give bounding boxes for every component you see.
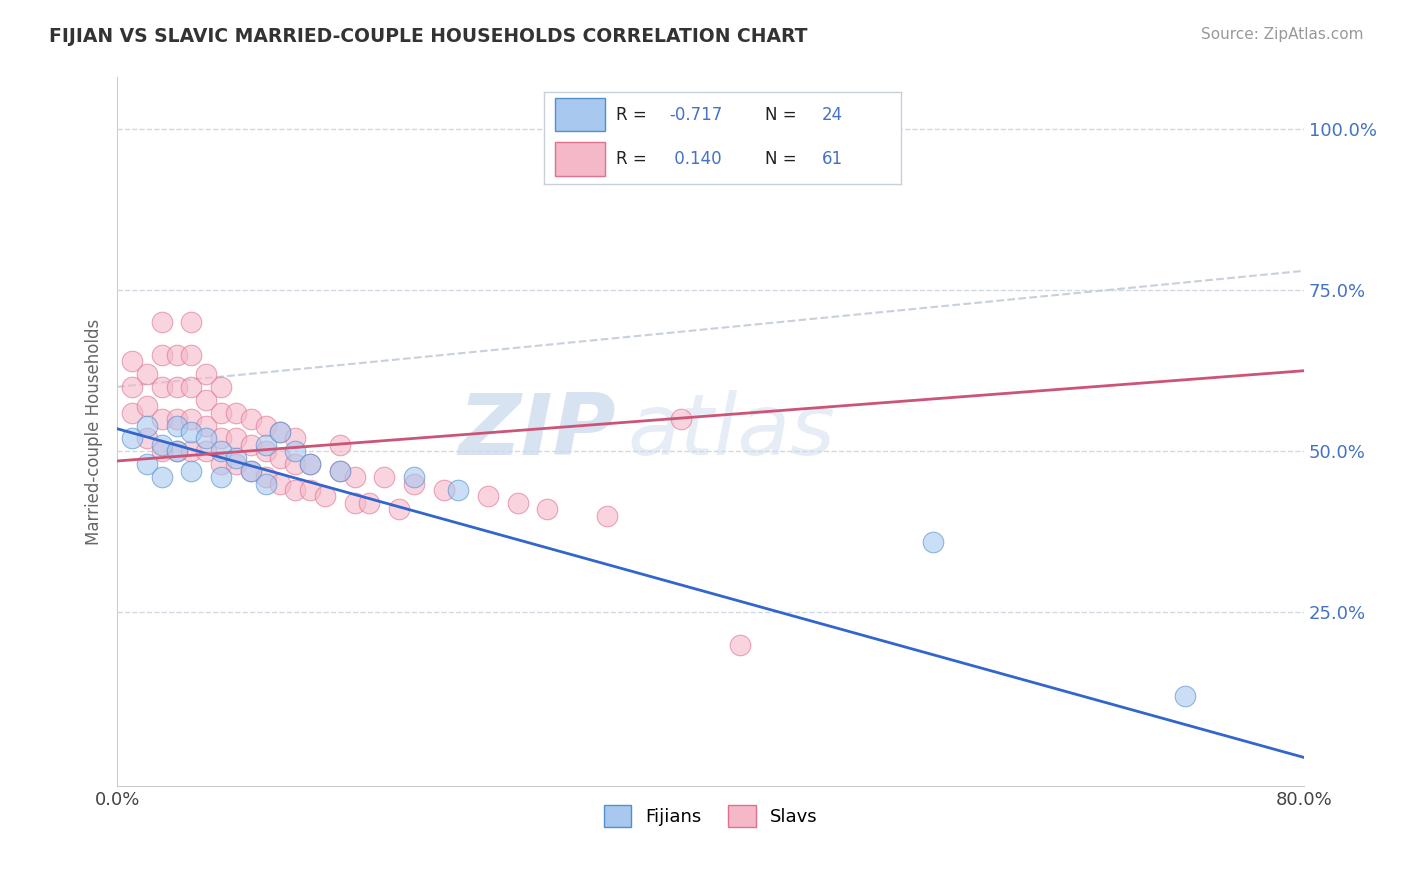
Point	[209, 406, 232, 420]
Point	[209, 470, 232, 484]
Point	[329, 438, 352, 452]
Point	[180, 412, 202, 426]
Point	[239, 412, 262, 426]
Point	[239, 464, 262, 478]
Point	[180, 444, 202, 458]
Point	[121, 354, 143, 368]
Point	[166, 348, 188, 362]
Point	[284, 431, 307, 445]
Point	[239, 438, 262, 452]
Point	[121, 406, 143, 420]
Point	[150, 412, 173, 426]
Point	[596, 508, 619, 523]
Point	[536, 502, 558, 516]
Point	[284, 444, 307, 458]
Point	[195, 431, 218, 445]
Point	[269, 450, 291, 465]
Point	[135, 431, 157, 445]
Point	[209, 444, 232, 458]
Point	[432, 483, 454, 497]
Point	[284, 483, 307, 497]
Point	[254, 444, 277, 458]
Point	[388, 502, 411, 516]
Point	[121, 380, 143, 394]
Point	[209, 431, 232, 445]
Point	[135, 367, 157, 381]
Point	[254, 418, 277, 433]
Point	[121, 431, 143, 445]
Point	[359, 496, 381, 510]
Text: ZIP: ZIP	[458, 391, 616, 474]
Point	[195, 418, 218, 433]
Point	[329, 464, 352, 478]
Point	[195, 444, 218, 458]
Point	[225, 450, 247, 465]
Point	[402, 476, 425, 491]
Point	[402, 470, 425, 484]
Point	[180, 348, 202, 362]
Point	[209, 457, 232, 471]
Point	[314, 490, 336, 504]
Point	[195, 367, 218, 381]
Point	[254, 470, 277, 484]
Point	[506, 496, 529, 510]
Point	[166, 412, 188, 426]
Point	[373, 470, 395, 484]
Point	[150, 348, 173, 362]
Point	[299, 483, 322, 497]
Point	[180, 315, 202, 329]
Point	[166, 418, 188, 433]
Point	[477, 490, 499, 504]
Point	[195, 392, 218, 407]
Point	[269, 425, 291, 439]
Y-axis label: Married-couple Households: Married-couple Households	[86, 318, 103, 545]
Point	[239, 464, 262, 478]
Text: atlas: atlas	[627, 391, 835, 474]
Point	[150, 470, 173, 484]
Point	[150, 438, 173, 452]
Point	[254, 476, 277, 491]
Point	[343, 496, 366, 510]
Point	[225, 406, 247, 420]
Point	[447, 483, 470, 497]
Point	[269, 476, 291, 491]
Point	[299, 457, 322, 471]
Point	[166, 444, 188, 458]
Point	[180, 464, 202, 478]
Point	[150, 315, 173, 329]
Point	[329, 464, 352, 478]
Point	[1174, 690, 1197, 704]
Point	[299, 457, 322, 471]
Point	[135, 418, 157, 433]
Point	[922, 534, 945, 549]
Point	[180, 380, 202, 394]
Point	[135, 399, 157, 413]
Point	[209, 380, 232, 394]
Text: FIJIAN VS SLAVIC MARRIED-COUPLE HOUSEHOLDS CORRELATION CHART: FIJIAN VS SLAVIC MARRIED-COUPLE HOUSEHOL…	[49, 27, 807, 45]
Point	[343, 470, 366, 484]
Point	[254, 438, 277, 452]
Legend: Fijians, Slavs: Fijians, Slavs	[596, 797, 825, 834]
Point	[150, 380, 173, 394]
Point	[166, 380, 188, 394]
Point	[180, 425, 202, 439]
Text: Source: ZipAtlas.com: Source: ZipAtlas.com	[1201, 27, 1364, 42]
Point	[730, 638, 752, 652]
Point	[135, 457, 157, 471]
Point	[669, 412, 692, 426]
Point	[284, 457, 307, 471]
Point	[269, 425, 291, 439]
Point	[225, 457, 247, 471]
Point	[166, 444, 188, 458]
Point	[225, 431, 247, 445]
Point	[150, 444, 173, 458]
